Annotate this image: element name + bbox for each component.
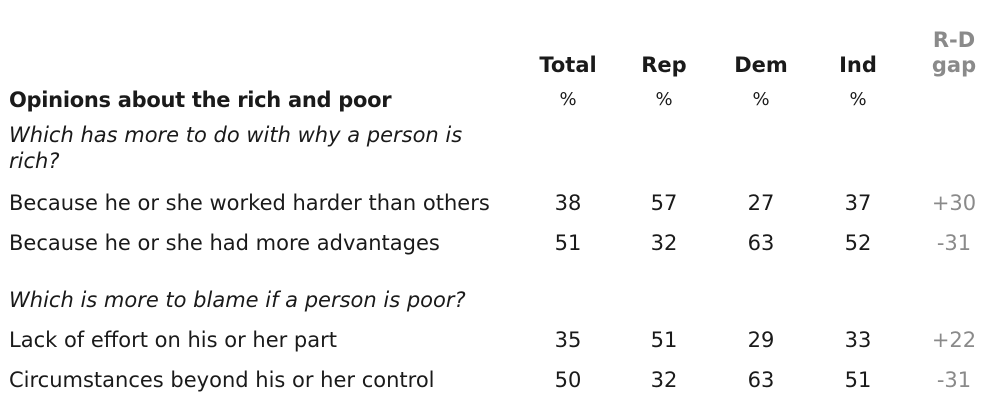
cell-dem: 63 <box>747 231 775 255</box>
cell-dem: 27 <box>747 191 775 215</box>
unit-rep: % <box>655 89 673 110</box>
cell-total: 51 <box>554 231 582 255</box>
cell-ind: 33 <box>844 328 872 352</box>
column-header-dem: Dem <box>734 53 788 77</box>
column-header-gap-line1: R-D <box>932 28 976 52</box>
cell-ind: 37 <box>844 191 872 215</box>
row-label: Because he or she worked harder than oth… <box>9 191 490 215</box>
table-title: Opinions about the rich and poor <box>9 88 392 112</box>
unit-ind: % <box>849 89 867 110</box>
cell-ind: 51 <box>844 368 872 392</box>
cell-total: 35 <box>554 328 582 352</box>
column-header-ind: Ind <box>839 53 877 77</box>
cell-gap: +30 <box>931 191 977 215</box>
cell-rep: 32 <box>650 368 678 392</box>
unit-total: % <box>559 89 577 110</box>
cell-gap: +22 <box>931 328 977 352</box>
column-header-total: Total <box>539 53 597 77</box>
cell-total: 38 <box>554 191 582 215</box>
column-header-rep: Rep <box>641 53 687 77</box>
cell-ind: 52 <box>844 231 872 255</box>
row-label: Lack of effort on his or her part <box>9 328 338 352</box>
cell-gap: -31 <box>936 231 972 255</box>
unit-dem: % <box>752 89 770 110</box>
row-label: Because he or she had more advantages <box>9 231 440 255</box>
question-poor: Which is more to blame if a person is po… <box>9 288 466 312</box>
column-header-gap-line2: gap <box>931 53 977 77</box>
cell-rep: 57 <box>650 191 678 215</box>
question-rich: Which has more to do with why a person i… <box>9 123 463 173</box>
row-label: Circumstances beyond his or her control <box>9 368 435 392</box>
cell-rep: 51 <box>650 328 678 352</box>
cell-dem: 63 <box>747 368 775 392</box>
cell-dem: 29 <box>747 328 775 352</box>
cell-gap: -31 <box>936 368 972 392</box>
cell-rep: 32 <box>650 231 678 255</box>
cell-total: 50 <box>554 368 582 392</box>
